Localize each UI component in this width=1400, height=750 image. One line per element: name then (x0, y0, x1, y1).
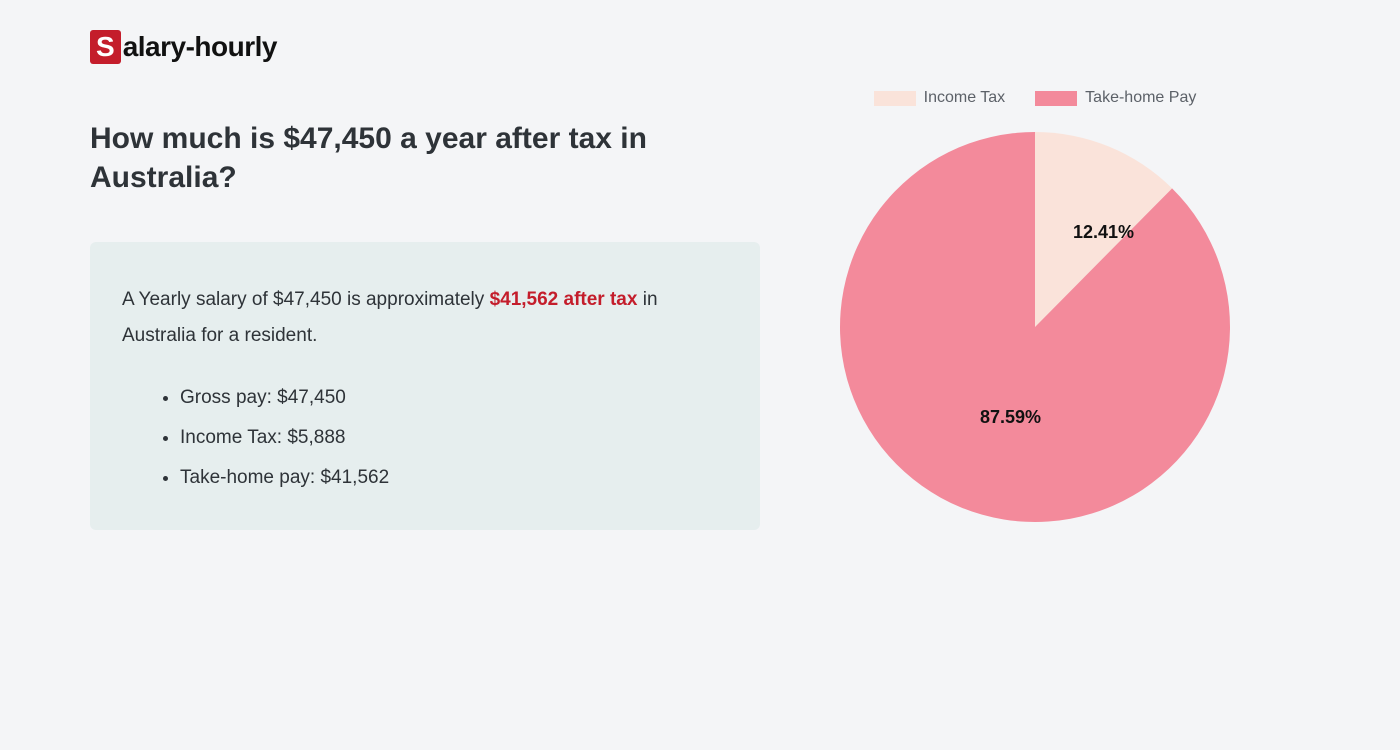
pie-label-income-tax: 12.41% (1073, 222, 1134, 243)
chart-column: Income Tax Take-home Pay 12.41% 87.59% (820, 89, 1250, 530)
list-item: Take-home pay: $41,562 (180, 460, 728, 496)
legend-swatch (874, 91, 916, 106)
legend-item-income-tax: Income Tax (874, 89, 1006, 107)
pie-label-take-home: 87.59% (980, 407, 1041, 428)
legend-swatch (1035, 91, 1077, 106)
logo: S alary-hourly (90, 30, 1310, 64)
main: How much is $47,450 a year after tax in … (90, 119, 1310, 530)
list-item: Income Tax: $5,888 (180, 420, 728, 456)
page-title: How much is $47,450 a year after tax in … (90, 119, 760, 197)
pie-chart: 12.41% 87.59% (835, 127, 1235, 527)
summary-list: Gross pay: $47,450 Income Tax: $5,888 Ta… (122, 380, 728, 496)
summary-highlight: $41,562 after tax (490, 289, 638, 310)
logo-text: alary-hourly (123, 31, 277, 63)
logo-badge: S (90, 30, 121, 64)
legend-label: Take-home Pay (1085, 89, 1196, 107)
legend-item-take-home: Take-home Pay (1035, 89, 1196, 107)
summary-lead: A Yearly salary of $47,450 is approximat… (122, 282, 728, 354)
list-item: Gross pay: $47,450 (180, 380, 728, 416)
summary-box: A Yearly salary of $47,450 is approximat… (90, 242, 760, 530)
chart-legend: Income Tax Take-home Pay (820, 89, 1250, 107)
pie-svg (835, 127, 1235, 527)
summary-pre: A Yearly salary of $47,450 is approximat… (122, 289, 490, 310)
left-column: How much is $47,450 a year after tax in … (90, 119, 760, 530)
legend-label: Income Tax (924, 89, 1006, 107)
